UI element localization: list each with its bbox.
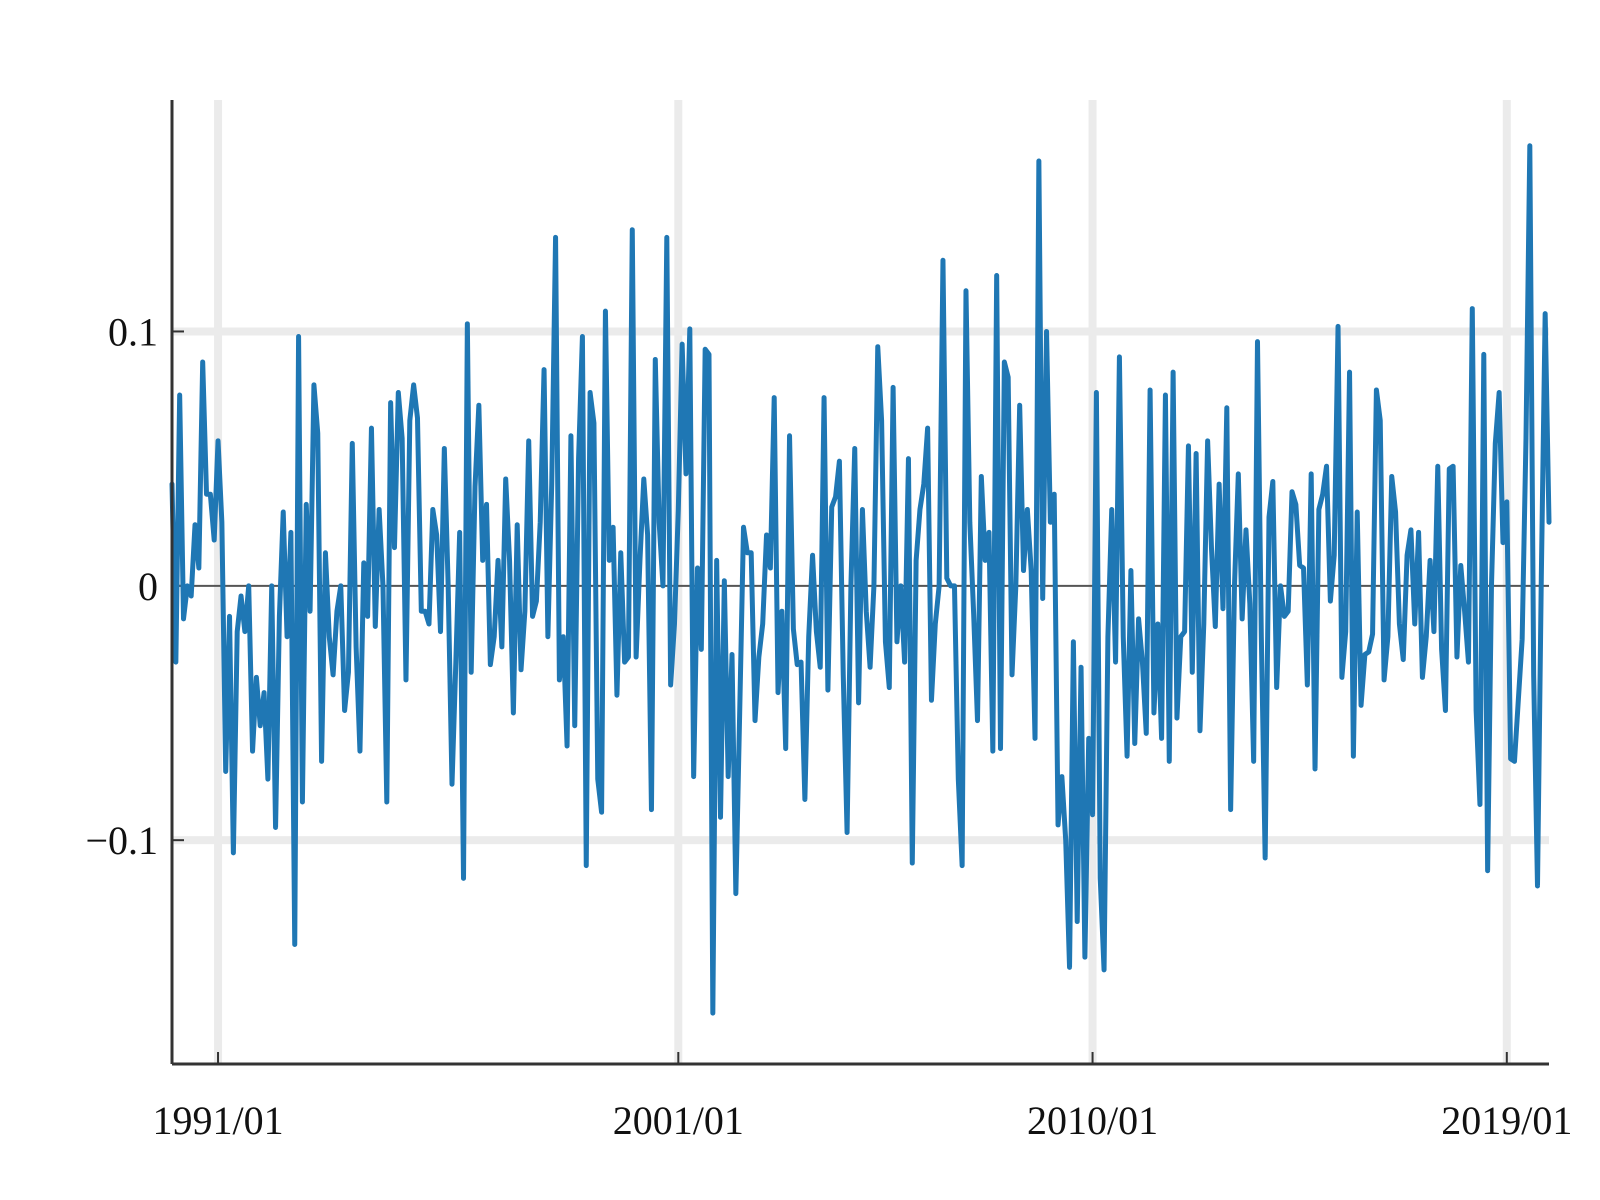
x-tick-label-1: 2001/01 xyxy=(613,1098,744,1143)
x-tick-label-2: 2010/01 xyxy=(1027,1098,1158,1143)
y-tick-labels: 0.1 0 −0.1 xyxy=(85,309,158,863)
y-tick-label-1: 0 xyxy=(138,564,158,609)
x-tick-label-3: 2019/01 xyxy=(1441,1098,1572,1143)
y-tick-label-0: 0.1 xyxy=(108,309,158,354)
x-tick-labels: 1991/01 2001/01 2010/01 2019/01 xyxy=(152,1098,1572,1143)
y-tick-label-2: −0.1 xyxy=(85,818,158,863)
x-tick-label-0: 1991/01 xyxy=(152,1098,283,1143)
series-line xyxy=(169,143,1552,1016)
